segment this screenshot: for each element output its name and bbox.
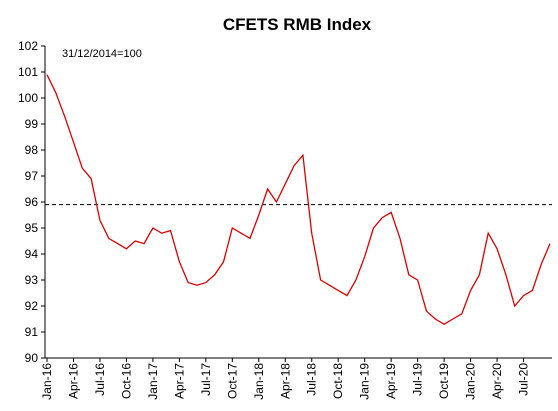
x-tick-label: Oct-16 bbox=[119, 363, 133, 399]
x-tick-label: Jan-20 bbox=[464, 363, 478, 400]
line-series bbox=[46, 74, 551, 325]
x-tick-label: Oct-19 bbox=[437, 363, 451, 399]
y-tick-label: 102 bbox=[18, 39, 38, 53]
x-tick-label: Apr-16 bbox=[66, 363, 80, 399]
x-tick-label: Jan-16 bbox=[40, 363, 54, 400]
y-tick-label: 98 bbox=[25, 143, 39, 157]
y-tick-label: 95 bbox=[25, 221, 39, 235]
annotation: 31/12/2014=100 bbox=[62, 48, 142, 60]
x-tick-label: Jul-17 bbox=[199, 363, 213, 396]
x-tick-label: Jul-16 bbox=[93, 363, 107, 396]
x-tick-label: Apr-20 bbox=[490, 363, 504, 399]
x-tick-label: Jan-19 bbox=[358, 363, 372, 400]
x-tick-label: Jul-20 bbox=[517, 363, 531, 396]
y-tick-label: 91 bbox=[25, 325, 39, 339]
y-tick-label: 92 bbox=[25, 299, 39, 313]
x-tick-label: Apr-17 bbox=[172, 363, 186, 399]
x-tick-label: Jan-17 bbox=[146, 363, 160, 400]
y-tick-label: 93 bbox=[25, 273, 39, 287]
y-tick-label: 101 bbox=[18, 65, 38, 79]
y-tick-label: 99 bbox=[25, 117, 39, 131]
x-tick-label: Apr-19 bbox=[384, 363, 398, 399]
y-tick-label: 90 bbox=[25, 351, 39, 365]
y-tick-label: 94 bbox=[25, 247, 39, 261]
x-tick-label: Oct-17 bbox=[225, 363, 239, 399]
y-tick-label: 96 bbox=[25, 195, 39, 209]
chart-title: CFETS RMB Index bbox=[223, 15, 372, 34]
y-tick-label: 97 bbox=[25, 169, 39, 183]
y-tick-label: 100 bbox=[18, 91, 38, 105]
x-tick-label: Jul-19 bbox=[411, 363, 425, 396]
x-tick-label: Oct-18 bbox=[331, 363, 345, 399]
x-tick-label: Apr-18 bbox=[278, 363, 292, 399]
x-tick-label: Jan-18 bbox=[252, 363, 266, 400]
x-tick-label: Jul-18 bbox=[305, 363, 319, 396]
